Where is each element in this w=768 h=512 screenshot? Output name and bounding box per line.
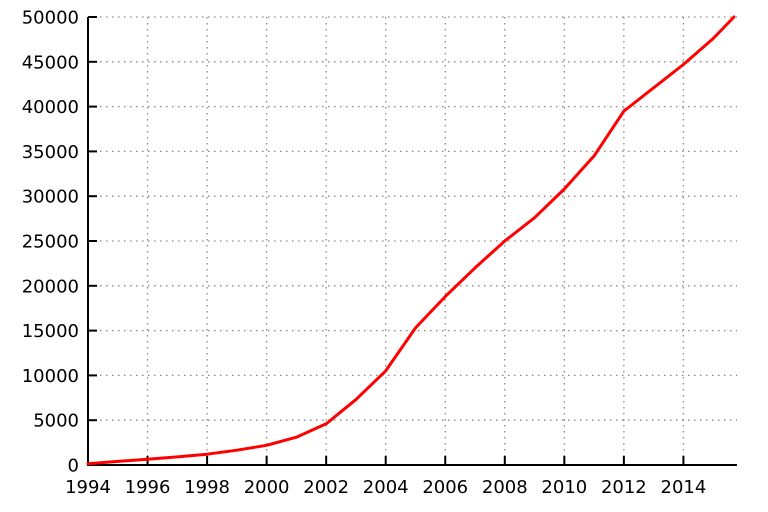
x-tick-label-1998: 1998 bbox=[184, 477, 230, 498]
y-tick-label-35000: 35000 bbox=[22, 142, 79, 163]
y-tick-label-5000: 5000 bbox=[33, 411, 79, 432]
x-tick-label-2006: 2006 bbox=[422, 477, 468, 498]
x-tick-label-2014: 2014 bbox=[661, 477, 707, 498]
y-tick-label-30000: 30000 bbox=[22, 187, 79, 208]
y-tick-label-45000: 45000 bbox=[22, 52, 79, 73]
x-tick-label-1994: 1994 bbox=[65, 477, 111, 498]
y-tick-label-20000: 20000 bbox=[22, 276, 79, 297]
y-tick-label-40000: 40000 bbox=[22, 97, 79, 118]
y-tick-label-50000: 50000 bbox=[22, 8, 79, 29]
x-tick-label-2010: 2010 bbox=[541, 477, 587, 498]
x-tick-label-2008: 2008 bbox=[482, 477, 528, 498]
y-tick-label-0: 0 bbox=[68, 456, 79, 477]
x-tick-label-2012: 2012 bbox=[601, 477, 647, 498]
y-tick-label-10000: 10000 bbox=[22, 366, 79, 387]
x-tick-label-2002: 2002 bbox=[303, 477, 349, 498]
series-line-value bbox=[86, 15, 736, 466]
x-tick-label-2004: 2004 bbox=[363, 477, 409, 498]
x-tick-label-1996: 1996 bbox=[125, 477, 171, 498]
y-tick-label-25000: 25000 bbox=[22, 232, 79, 253]
x-tick-label-2000: 2000 bbox=[244, 477, 290, 498]
y-tick-label-15000: 15000 bbox=[22, 321, 79, 342]
